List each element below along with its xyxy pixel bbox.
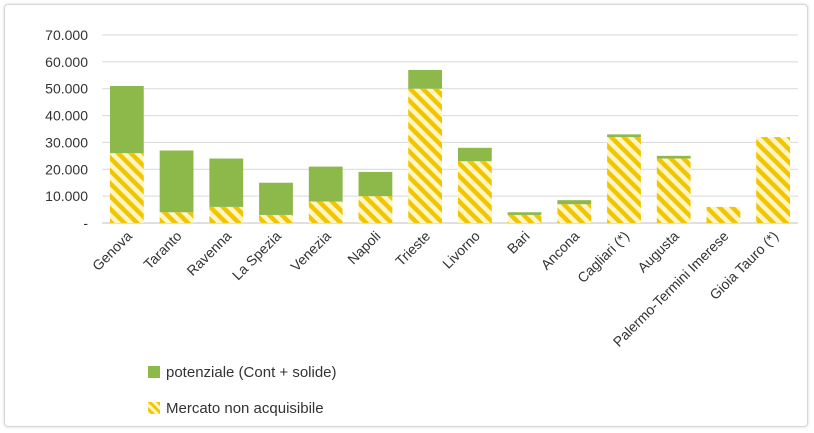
legend-swatch-potenziale xyxy=(148,366,160,378)
y-axis: - 10.000 20.000 30.000 40.000 50.000 60.000 70.… xyxy=(45,27,88,231)
bar-mercato-non-acquisibile xyxy=(507,214,542,223)
bar-mercato-non-acquisibile xyxy=(457,161,492,223)
bar-potenziale xyxy=(358,171,393,197)
bar-potenziale xyxy=(656,155,691,159)
x-tick-label: Taranto xyxy=(140,228,184,272)
legend-label-mercato: Mercato non acquisibile xyxy=(166,400,324,417)
x-tick-label: Livorno xyxy=(439,228,483,272)
bar-potenziale xyxy=(457,147,492,162)
bar-potenziale xyxy=(408,69,443,89)
bar-mercato-non-acquisibile xyxy=(607,137,641,223)
legend-label-potenziale: potenziale (Cont + solide) xyxy=(166,364,337,381)
x-tick-label: La Spezia xyxy=(229,228,284,283)
bar-mercato-non-acquisibile xyxy=(259,214,293,223)
bar-mercato-non-acquisibile xyxy=(756,137,791,223)
bar-potenziale xyxy=(557,200,592,205)
bar-potenziale xyxy=(607,134,641,138)
bar-mercato-non-acquisibile xyxy=(308,201,343,223)
gridlines xyxy=(102,34,798,224)
bar-mercato-non-acquisibile xyxy=(209,206,244,223)
bar-potenziale xyxy=(159,150,194,213)
x-tick-label: Bari xyxy=(504,228,533,257)
x-tick-label: Napoli xyxy=(344,228,383,267)
x-tick-label: Augusta xyxy=(634,228,682,276)
bar-mercato-non-acquisibile xyxy=(656,158,691,223)
bars xyxy=(109,69,791,223)
bar-potenziale xyxy=(308,166,343,202)
y-tick-label: 70.000 xyxy=(45,27,88,43)
x-tick-label: Trieste xyxy=(392,228,433,269)
y-tick-label: 20.000 xyxy=(45,161,88,177)
y-tick-label: 60.000 xyxy=(45,54,88,70)
y-tick-label: 10.000 xyxy=(45,188,88,204)
x-tick-label: Ravenna xyxy=(183,228,234,279)
y-tick-label: - xyxy=(83,215,88,231)
x-tick-label: Venezia xyxy=(287,228,334,275)
x-tick-label: Genova xyxy=(89,228,135,274)
bar-mercato-non-acquisibile xyxy=(358,196,393,223)
y-tick-label: 40.000 xyxy=(45,108,88,124)
legend: potenziale (Cont + solide) Mercato non a… xyxy=(148,364,337,417)
bar-mercato-non-acquisibile xyxy=(159,212,194,223)
bar-potenziale xyxy=(507,212,542,215)
x-tick-label: Cagliari (*) xyxy=(574,228,632,286)
bar-mercato-non-acquisibile xyxy=(706,206,741,223)
legend-swatch-mercato xyxy=(148,402,160,414)
y-tick-label: 50.000 xyxy=(45,81,88,97)
bar-mercato-non-acquisibile xyxy=(557,204,592,223)
bar-potenziale xyxy=(209,158,244,207)
bar-mercato-non-acquisibile xyxy=(408,88,443,223)
bar-potenziale xyxy=(259,182,293,215)
y-tick-label: 30.000 xyxy=(45,134,88,150)
x-tick-label: Ancona xyxy=(538,228,583,273)
bar-potenziale xyxy=(109,86,144,154)
bar-mercato-non-acquisibile xyxy=(109,153,144,223)
